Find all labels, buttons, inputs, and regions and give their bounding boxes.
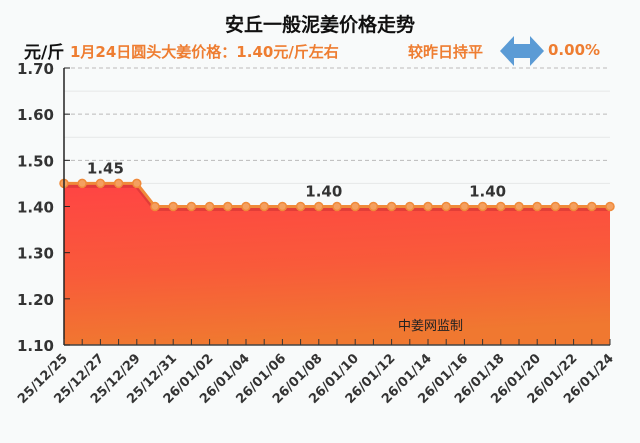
data-point — [605, 201, 615, 212]
data-point — [532, 201, 542, 212]
data-point — [132, 178, 142, 189]
data-point — [386, 201, 397, 212]
y-tick-label: 1.60 — [17, 106, 54, 124]
data-point — [350, 201, 360, 212]
watermark: 中姜网监制 — [398, 319, 463, 334]
data-point — [405, 201, 415, 212]
data-point — [186, 201, 197, 212]
y-axis-ticks: 1.70 1.60 1.50 1.40 1.30 1.20 1.10 — [17, 60, 70, 355]
data-point — [95, 178, 106, 189]
data-point — [550, 201, 561, 212]
y-axis-unit: 元/斤 — [24, 43, 65, 63]
left-right-arrow-icon — [500, 36, 544, 66]
y-tick-label: 1.50 — [17, 152, 54, 170]
data-point — [568, 201, 579, 212]
data-label: 1.40 — [469, 183, 506, 201]
data-labels: 1.45 1.40 1.40 — [87, 159, 506, 200]
data-point — [459, 201, 470, 212]
data-label: 1.45 — [87, 159, 124, 177]
data-point — [113, 178, 124, 189]
price-summary: 1月24日圆头大姜价格：1.40元/斤左右 — [70, 43, 339, 61]
y-tick-label: 1.10 — [17, 337, 54, 355]
data-points — [59, 178, 615, 212]
data-point — [168, 201, 178, 212]
data-point — [314, 201, 324, 212]
data-point — [150, 201, 160, 212]
data-point — [423, 201, 433, 212]
y-tick-label: 1.20 — [17, 291, 54, 309]
data-point — [204, 201, 215, 212]
data-point — [496, 201, 506, 212]
data-point — [241, 201, 251, 212]
data-point — [368, 201, 379, 212]
data-point — [477, 201, 488, 212]
data-point — [277, 201, 288, 212]
data-point — [587, 201, 597, 212]
data-point — [295, 201, 306, 212]
data-point — [514, 201, 524, 212]
y-tick-label: 1.30 — [17, 245, 54, 263]
change-percent: 0.00% — [548, 41, 601, 59]
data-point — [441, 201, 451, 212]
data-point — [332, 201, 342, 212]
x-axis-ticks: 25/12/2525/12/2725/12/2925/12/3126/01/02… — [15, 351, 617, 407]
change-summary: 较昨日持平 — [408, 43, 484, 61]
y-tick-label: 1.40 — [17, 199, 54, 217]
y-tick-label: 1.70 — [17, 60, 54, 78]
data-point — [223, 201, 233, 212]
price-area — [64, 183, 610, 345]
chart-title: 安丘一般泥姜价格走势 — [224, 14, 415, 36]
data-point — [259, 201, 269, 212]
data-label: 1.40 — [305, 183, 342, 201]
data-point — [77, 178, 87, 189]
